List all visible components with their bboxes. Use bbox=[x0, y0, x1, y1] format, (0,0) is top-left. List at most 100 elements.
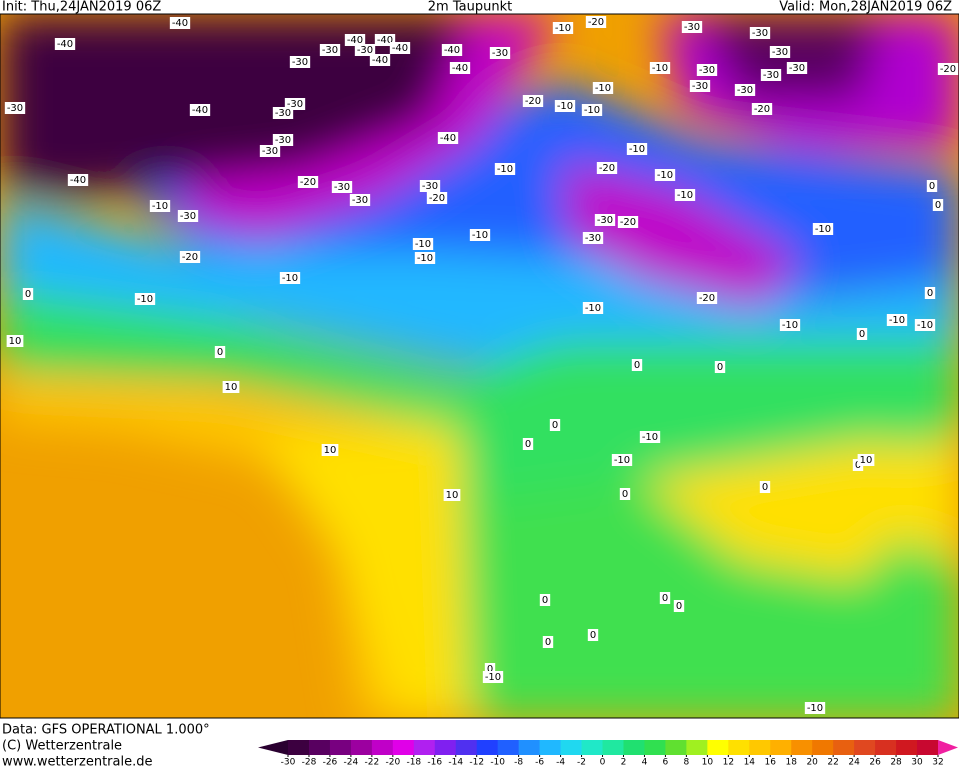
colorbar-bin bbox=[413, 740, 436, 755]
contour-label-box bbox=[354, 44, 376, 56]
contour-label: -10 bbox=[614, 455, 630, 466]
contour-label: -10 bbox=[485, 672, 501, 683]
colorbar-bin bbox=[833, 740, 855, 755]
colorbar-tick-label: 6 bbox=[663, 758, 669, 768]
contour-label: -40 bbox=[192, 105, 208, 116]
contour-label-box bbox=[681, 21, 703, 33]
contour-label: -10 bbox=[555, 23, 571, 34]
contour-label-box bbox=[631, 359, 643, 371]
contour-label: 0 bbox=[217, 347, 223, 358]
contour-label: 0 bbox=[545, 637, 551, 648]
contour-label: -20 bbox=[599, 163, 615, 174]
contour-label-box bbox=[759, 481, 771, 493]
contour-label: 0 bbox=[634, 360, 640, 371]
contour-label: -10 bbox=[807, 703, 823, 714]
colorbar-bin bbox=[392, 740, 415, 755]
contour-label: -10 bbox=[417, 253, 433, 264]
contour-label: -30 bbox=[789, 63, 805, 74]
colorbar-bin bbox=[812, 740, 834, 755]
contour-label-box bbox=[779, 319, 801, 331]
contour-label: -30 bbox=[292, 57, 308, 68]
colorbar-tick-label: -26 bbox=[323, 758, 338, 768]
contour-label: -30 bbox=[597, 215, 613, 226]
contour-label: -10 bbox=[585, 303, 601, 314]
contour-label: -30 bbox=[763, 70, 779, 81]
contour-label-box bbox=[272, 134, 294, 146]
valid-time: Valid: Mon,28JAN2019 06Z bbox=[779, 0, 952, 15]
contour-label-box bbox=[222, 381, 240, 393]
contour-label: 10 bbox=[324, 445, 337, 456]
contour-label: -40 bbox=[377, 35, 393, 46]
contour-label: -30 bbox=[262, 146, 278, 157]
contour-label: -10 bbox=[472, 230, 488, 241]
contour-label: -30 bbox=[699, 65, 715, 76]
colorbar-tick-label: 16 bbox=[765, 758, 777, 768]
contour-label: -30 bbox=[492, 48, 508, 59]
contour-label: 0 bbox=[676, 601, 682, 612]
contour-label: -20 bbox=[525, 96, 541, 107]
contour-label-box bbox=[856, 328, 868, 340]
contour-label-box bbox=[786, 62, 808, 74]
contour-label: 0 bbox=[662, 593, 668, 604]
contour-label: -20 bbox=[699, 293, 715, 304]
contour-label: -30 bbox=[352, 195, 368, 206]
contour-label: -30 bbox=[7, 103, 23, 114]
contour-label: -30 bbox=[684, 22, 700, 33]
contour-label-box bbox=[760, 69, 782, 81]
contour-label: -10 bbox=[557, 101, 573, 112]
contour-label: -30 bbox=[422, 181, 438, 192]
colorbar-tick-label: 26 bbox=[869, 758, 881, 768]
contour-label-box bbox=[659, 592, 671, 604]
colorbar-bin bbox=[917, 740, 939, 755]
contour-label: 0 bbox=[25, 289, 31, 300]
contour-label-box bbox=[319, 44, 341, 56]
colorbar-bin bbox=[539, 740, 562, 755]
contour-label-box bbox=[469, 229, 491, 241]
contour-label-box bbox=[554, 100, 576, 112]
colorbar-tick-label: -2 bbox=[577, 758, 586, 768]
contour-label: 0 bbox=[859, 329, 865, 340]
contour-label: 10 bbox=[225, 382, 238, 393]
contour-label-box bbox=[542, 636, 554, 648]
contour-label-box bbox=[522, 95, 544, 107]
contour-label: -30 bbox=[357, 45, 373, 56]
colorbar-tick-label: -4 bbox=[556, 758, 565, 768]
contour-label: -10 bbox=[889, 315, 905, 326]
contour-label-box bbox=[272, 107, 294, 119]
colorbar-tick-label: 18 bbox=[785, 758, 797, 768]
website: www.wetterzentrale.de bbox=[2, 755, 152, 768]
colorbar-bin bbox=[602, 740, 624, 755]
contour-label: 0 bbox=[542, 595, 548, 606]
contour-label-box bbox=[673, 600, 685, 612]
copyright: (C) Wetterzentrale bbox=[2, 739, 122, 754]
colorbar-tick-label: -28 bbox=[302, 758, 317, 768]
contour-label-box bbox=[484, 663, 496, 675]
contour-label-box bbox=[552, 22, 574, 34]
contour-label: 0 bbox=[929, 181, 935, 192]
colorbar-tick-label: -20 bbox=[385, 758, 400, 768]
colorbar-bin bbox=[308, 740, 331, 755]
data-source: Data: GFS OPERATIONAL 1.000° bbox=[2, 723, 210, 738]
map-title: 2m Taupunkt bbox=[428, 0, 512, 15]
contour-label-box bbox=[751, 103, 773, 115]
contour-label-box bbox=[594, 214, 616, 226]
contour-label-box bbox=[67, 174, 89, 186]
contour-label-box bbox=[349, 194, 371, 206]
contour-label-box bbox=[331, 181, 353, 193]
colorbar-bin bbox=[896, 740, 918, 755]
colorbar-tick-label: 22 bbox=[827, 758, 838, 768]
contour-label: -10 bbox=[629, 144, 645, 155]
colorbar-tick-label: 32 bbox=[932, 758, 943, 768]
colorbar-bin bbox=[728, 740, 750, 755]
contour-label: 10 bbox=[860, 455, 873, 466]
contour-label-box bbox=[812, 223, 834, 235]
contour-label-box bbox=[369, 54, 391, 66]
contour-label: -40 bbox=[444, 45, 460, 56]
colorbar-arrow-right bbox=[938, 740, 958, 755]
contour-label: 10 bbox=[446, 490, 459, 501]
contour-label-box bbox=[886, 314, 908, 326]
contour-label-box bbox=[214, 346, 226, 358]
contour-label-box bbox=[617, 216, 639, 228]
contour-label-box bbox=[489, 47, 511, 59]
